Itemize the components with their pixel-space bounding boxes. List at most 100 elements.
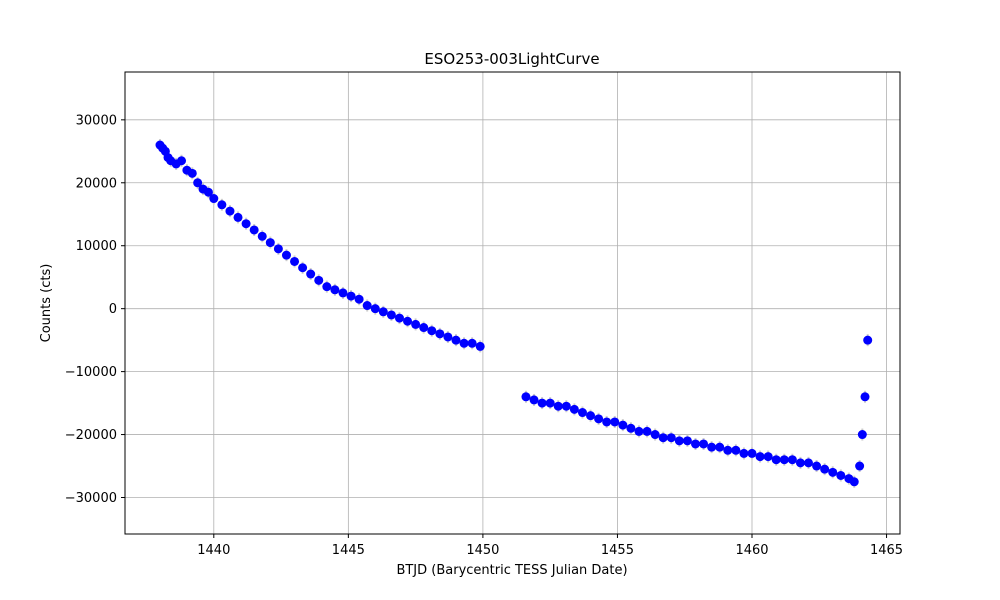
data-point	[804, 458, 814, 468]
data-point	[650, 430, 660, 440]
data-point	[820, 464, 830, 474]
data-point	[795, 458, 805, 468]
x-tick-label: 1450	[466, 543, 499, 558]
data-point	[459, 338, 469, 348]
data-point	[419, 323, 429, 333]
y-axis-ticks: −30000 −20000 −10000 0 10000 20000 30000	[65, 113, 125, 506]
data-point	[836, 470, 846, 480]
x-tick-label: 1440	[197, 543, 230, 558]
data-point	[338, 288, 348, 298]
data-point	[849, 477, 859, 487]
data-point	[273, 244, 283, 254]
data-point	[370, 304, 380, 314]
chart-title: ESO253-003LightCurve	[424, 50, 599, 68]
data-point	[314, 275, 324, 285]
y-tick-label: 10000	[76, 239, 117, 254]
data-point	[322, 282, 332, 292]
data-points	[155, 140, 873, 487]
data-point	[354, 294, 364, 304]
x-axis-ticks: 1440 1445 1450 1455 1460 1465	[197, 534, 903, 558]
data-point	[553, 401, 563, 411]
data-point	[857, 430, 867, 440]
data-point	[763, 452, 773, 462]
data-point	[427, 326, 437, 336]
data-point	[594, 414, 604, 424]
data-point	[187, 168, 197, 178]
data-point	[443, 332, 453, 342]
data-point	[225, 206, 235, 216]
data-point	[346, 291, 356, 301]
data-point	[537, 398, 547, 408]
data-point	[634, 426, 644, 436]
data-point	[739, 448, 749, 458]
plot-frame	[124, 71, 901, 535]
data-point	[451, 335, 461, 345]
data-point	[828, 467, 838, 477]
y-tick-label: 0	[109, 302, 117, 317]
data-point	[529, 395, 539, 405]
data-point	[674, 436, 684, 446]
data-point	[577, 408, 587, 418]
x-tick-label: 1455	[601, 543, 634, 558]
data-point	[281, 250, 291, 260]
data-point	[435, 329, 445, 339]
y-tick-label: 20000	[76, 176, 117, 191]
y-tick-label: −10000	[65, 365, 117, 380]
data-point	[306, 269, 316, 279]
data-point	[715, 442, 725, 452]
data-point	[362, 301, 372, 311]
data-point	[723, 445, 733, 455]
y-tick-label: −30000	[65, 491, 117, 506]
data-point	[626, 423, 636, 433]
data-point	[241, 219, 251, 229]
data-point	[209, 194, 219, 204]
data-point	[863, 335, 873, 345]
data-point	[682, 436, 692, 446]
data-point	[257, 231, 267, 241]
data-point	[403, 316, 413, 326]
x-tick-label: 1460	[735, 543, 768, 558]
data-point	[249, 225, 259, 235]
data-point	[411, 319, 421, 329]
data-point	[658, 433, 668, 443]
error-bars	[158, 139, 869, 488]
data-point	[378, 307, 388, 317]
data-point	[265, 238, 275, 248]
y-tick-label: 30000	[76, 113, 117, 128]
data-point	[610, 417, 620, 427]
data-point	[731, 445, 741, 455]
data-point	[569, 404, 579, 414]
data-point	[602, 417, 612, 427]
data-point	[561, 401, 571, 411]
data-point	[394, 313, 404, 323]
data-point	[467, 338, 477, 348]
data-point	[521, 392, 531, 402]
data-point	[298, 263, 308, 273]
data-point	[666, 433, 676, 443]
y-axis-label: Counts (cts)	[39, 264, 54, 343]
y-tick-label: −20000	[65, 428, 117, 443]
data-point	[787, 455, 797, 465]
data-point	[290, 256, 300, 266]
grid-lines	[125, 72, 900, 534]
data-point	[233, 212, 243, 222]
data-point	[618, 420, 628, 430]
data-point	[330, 285, 340, 295]
data-point	[855, 461, 865, 471]
data-point	[690, 439, 700, 449]
data-point	[747, 448, 757, 458]
data-point	[545, 398, 555, 408]
x-tick-label: 1465	[870, 543, 903, 558]
data-point	[812, 461, 822, 471]
data-point	[177, 156, 187, 166]
x-tick-label: 1445	[332, 543, 365, 558]
data-point	[193, 178, 203, 188]
data-point	[771, 455, 781, 465]
data-point	[203, 187, 213, 197]
data-point	[860, 392, 870, 402]
data-point	[586, 411, 596, 421]
data-point	[707, 442, 717, 452]
data-point	[779, 455, 789, 465]
